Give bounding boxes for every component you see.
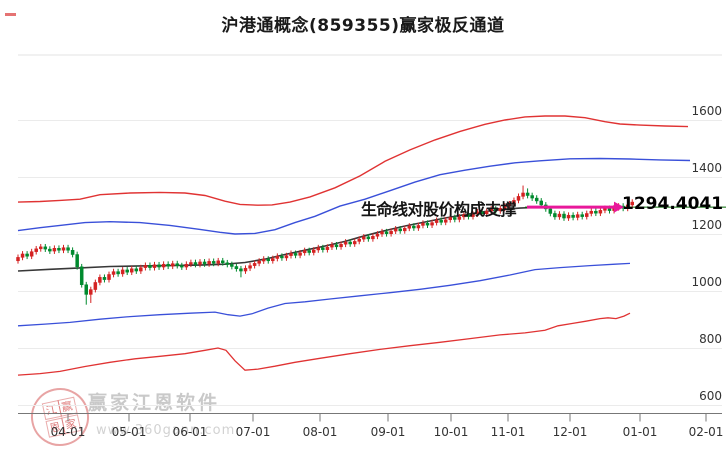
y-axis-label: 1200: [691, 218, 722, 232]
lower_red-line: [17, 312, 631, 376]
y-axis-label: 1000: [691, 275, 722, 289]
upper_blue-line: [17, 157, 691, 235]
upper_red-line: [17, 115, 689, 206]
x-axis-label: 08-01: [303, 425, 338, 439]
y-axis-label: 600: [699, 389, 722, 403]
gridlines: [18, 54, 722, 406]
channel-lines: [17, 115, 691, 376]
candlesticks: [16, 185, 634, 305]
support-arrow: [527, 201, 624, 213]
x-axis-label: 12-01: [553, 425, 588, 439]
lifeline-price-label: 1294.4041: [622, 194, 724, 214]
x-axis-label: 06-01: [173, 425, 208, 439]
x-axis-label: 11-01: [491, 425, 526, 439]
lifeline-support-annotation: 生命线对股价构成支撑: [361, 200, 517, 219]
x-axis-label: 05-01: [112, 425, 147, 439]
y-axis-label: 800: [699, 332, 722, 346]
x-axis-label: 09-01: [371, 425, 406, 439]
watermark-url: www.360gann.com: [96, 423, 236, 438]
chart-title: 沪港通概念(859355)赢家极反通道: [221, 16, 505, 36]
x-axis: 04-01 05-01 06-01 07-01 08-01 09-01 10-01 11-01…: [18, 413, 724, 439]
x-axis-label: 10-01: [434, 425, 469, 439]
y-axis-label: 1400: [691, 161, 722, 175]
y-axis-label: 1600: [691, 104, 722, 118]
watermark-brand: 赢家江恩软件: [88, 392, 221, 414]
window-corner-dash: [5, 13, 16, 16]
x-axis-label: 04-01: [51, 425, 86, 439]
x-axis-label: 02-01: [689, 425, 724, 439]
x-axis-label: 01-01: [623, 425, 658, 439]
x-axis-label: 07-01: [236, 425, 271, 439]
y-axis-labels: 1600 1400 1200 1000 800 600: [691, 104, 722, 403]
lower_blue-line: [17, 262, 631, 327]
